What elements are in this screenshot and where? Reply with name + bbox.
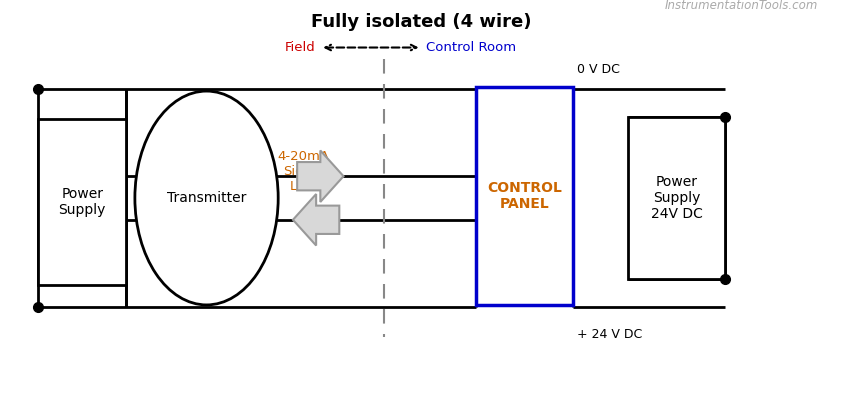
Text: Field: Field <box>285 41 315 54</box>
Text: 0 V DC: 0 V DC <box>577 63 620 76</box>
Text: Power
Supply
24V DC: Power Supply 24V DC <box>651 175 702 221</box>
Bar <box>476 87 573 305</box>
Text: InstrumentationTools.com: InstrumentationTools.com <box>664 0 818 12</box>
Ellipse shape <box>135 91 278 305</box>
Text: CONTROL
PANEL: CONTROL PANEL <box>487 181 562 211</box>
Text: Power
Supply: Power Supply <box>58 187 106 217</box>
Text: Transmitter: Transmitter <box>167 191 246 205</box>
Text: + 24 V DC: + 24 V DC <box>577 328 642 341</box>
Bar <box>38 119 126 285</box>
Text: Fully isolated (4 wire): Fully isolated (4 wire) <box>311 13 532 31</box>
Polygon shape <box>298 150 344 202</box>
Text: Control Room: Control Room <box>427 41 517 54</box>
Bar <box>628 117 725 279</box>
Text: 4-20mA
Signal
Line: 4-20mA Signal Line <box>277 150 330 194</box>
Polygon shape <box>293 194 339 246</box>
